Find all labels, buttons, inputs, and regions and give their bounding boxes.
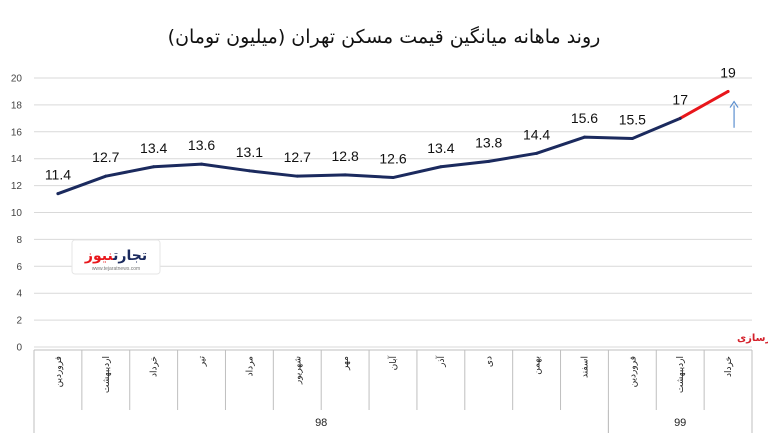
x-tick-label: اردیبهشت: [676, 356, 686, 393]
y-tick-label: 18: [11, 100, 23, 111]
chart-title: روند ماهانه میانگین قیمت مسکن تهران (میل…: [168, 25, 601, 48]
data-point: [247, 169, 251, 173]
series-line-highlight: [678, 89, 730, 120]
x-tick-label: آبان: [387, 356, 399, 371]
data-point: [487, 159, 491, 163]
data-point: [391, 176, 395, 180]
grid: [34, 77, 752, 348]
data-label: 13.4: [427, 140, 454, 156]
data-label: 19: [720, 64, 736, 80]
x-tick-label: اسفند: [580, 356, 590, 378]
data-point: [678, 116, 682, 120]
x-axis: فروردین اردیبهشت خرداد تیر مرداد شهریور مهر آبا…: [33, 349, 753, 433]
y-tick-label: 12: [11, 181, 23, 192]
logo: تجارتنیوز www.tejaratnews.com: [71, 239, 161, 275]
data-label: 14.4: [523, 126, 550, 142]
x-tick-label: خرداد: [150, 356, 160, 377]
data-label: 13.1: [236, 144, 263, 160]
data-label: 15.6: [571, 110, 598, 126]
y-tick-label: 8: [16, 235, 22, 246]
data-labels: 11.4 12.7 13.4 13.6 13.1 12.7 12.8 12.6 13.4 13.8…: [45, 64, 736, 182]
x-tick-label: شهریور: [293, 356, 303, 385]
data-label: 11.4: [45, 167, 71, 183]
data-label: 12.7: [284, 149, 311, 165]
data-point: [104, 174, 108, 178]
x-tick-label: فروردین: [54, 356, 64, 387]
data-point: [56, 192, 60, 196]
y-tick-label: 16: [11, 127, 23, 138]
x-tick-label: بهمن: [533, 356, 543, 375]
data-label: 13.4: [140, 140, 167, 156]
x-tick-label: مهر: [341, 356, 351, 371]
y-tick-label: 14: [11, 154, 23, 165]
y-tick-label: 2: [16, 316, 22, 327]
annotation: [729, 100, 739, 128]
data-label: 15.5: [619, 112, 646, 128]
data-point: [726, 89, 730, 93]
up-arrow-head: [729, 100, 739, 108]
x-tick-label: اردیبهشت: [102, 356, 112, 393]
y-tick-label: 10: [11, 208, 23, 219]
series-line: [56, 89, 730, 196]
year-group-label: 98: [315, 417, 327, 429]
svg-text:www.tejaratnews.com: www.tejaratnews.com: [92, 266, 140, 272]
y-tick-label: 0: [16, 343, 22, 354]
data-label: 13.8: [475, 134, 502, 150]
data-label: 12.8: [332, 148, 359, 164]
y-tick-label: 4: [16, 289, 22, 300]
data-point: [535, 151, 539, 155]
data-label: 12.7: [92, 149, 119, 165]
x-tick-label: فروردین: [628, 356, 638, 387]
data-point: [582, 135, 586, 139]
data-point: [343, 173, 347, 177]
y-tick-label: 6: [16, 262, 22, 273]
x-tick-label: مرداد: [245, 356, 255, 376]
data-label: 12.6: [379, 151, 406, 167]
x-tick-label: خرداد: [724, 356, 734, 377]
x-tick-label: تیر: [198, 356, 208, 368]
data-point: [439, 165, 443, 169]
series-line: [56, 116, 682, 196]
svg-text:تجارتنیوز: تجارتنیوز: [84, 248, 147, 264]
x-tick-label: دی: [485, 356, 495, 367]
data-point: [200, 162, 204, 166]
data-point: [630, 137, 634, 141]
data-point: [152, 165, 156, 169]
data-label: 13.6: [188, 137, 215, 153]
source-note: منبع: وزارت راه و شهرسازی: [737, 333, 768, 344]
year-group-label: 99: [674, 417, 686, 429]
data-point: [295, 174, 299, 178]
y-axis: 0 2 4 6 8 10 12 14 16 18 20: [11, 74, 23, 354]
x-tick-label: آذر: [435, 356, 447, 368]
data-label: 17: [672, 91, 688, 107]
y-tick-label: 20: [11, 74, 23, 85]
